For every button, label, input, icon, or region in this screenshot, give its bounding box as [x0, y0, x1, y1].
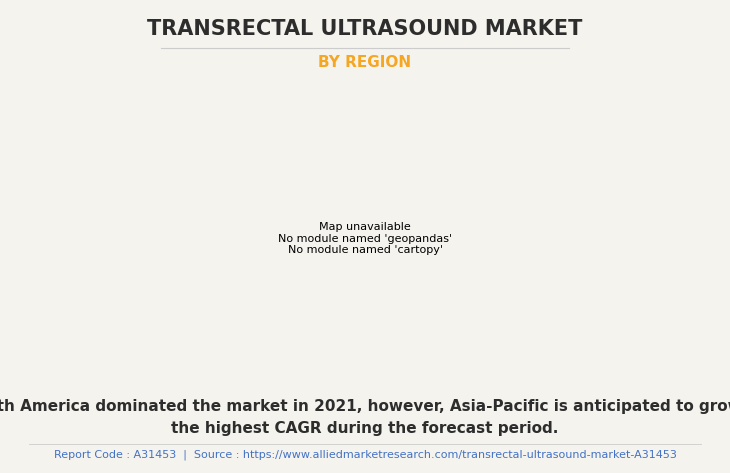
Text: North America dominated the market in 2021, however, Asia-Pacific is anticipated: North America dominated the market in 20… [0, 399, 730, 436]
Text: TRANSRECTAL ULTRASOUND MARKET: TRANSRECTAL ULTRASOUND MARKET [147, 19, 583, 39]
Text: Map unavailable
No module named 'geopandas'
No module named 'cartopy': Map unavailable No module named 'geopand… [278, 222, 452, 255]
Text: BY REGION: BY REGION [318, 55, 412, 70]
Text: Report Code : A31453  |  Source : https://www.alliedmarketresearch.com/transrect: Report Code : A31453 | Source : https://… [53, 450, 677, 460]
